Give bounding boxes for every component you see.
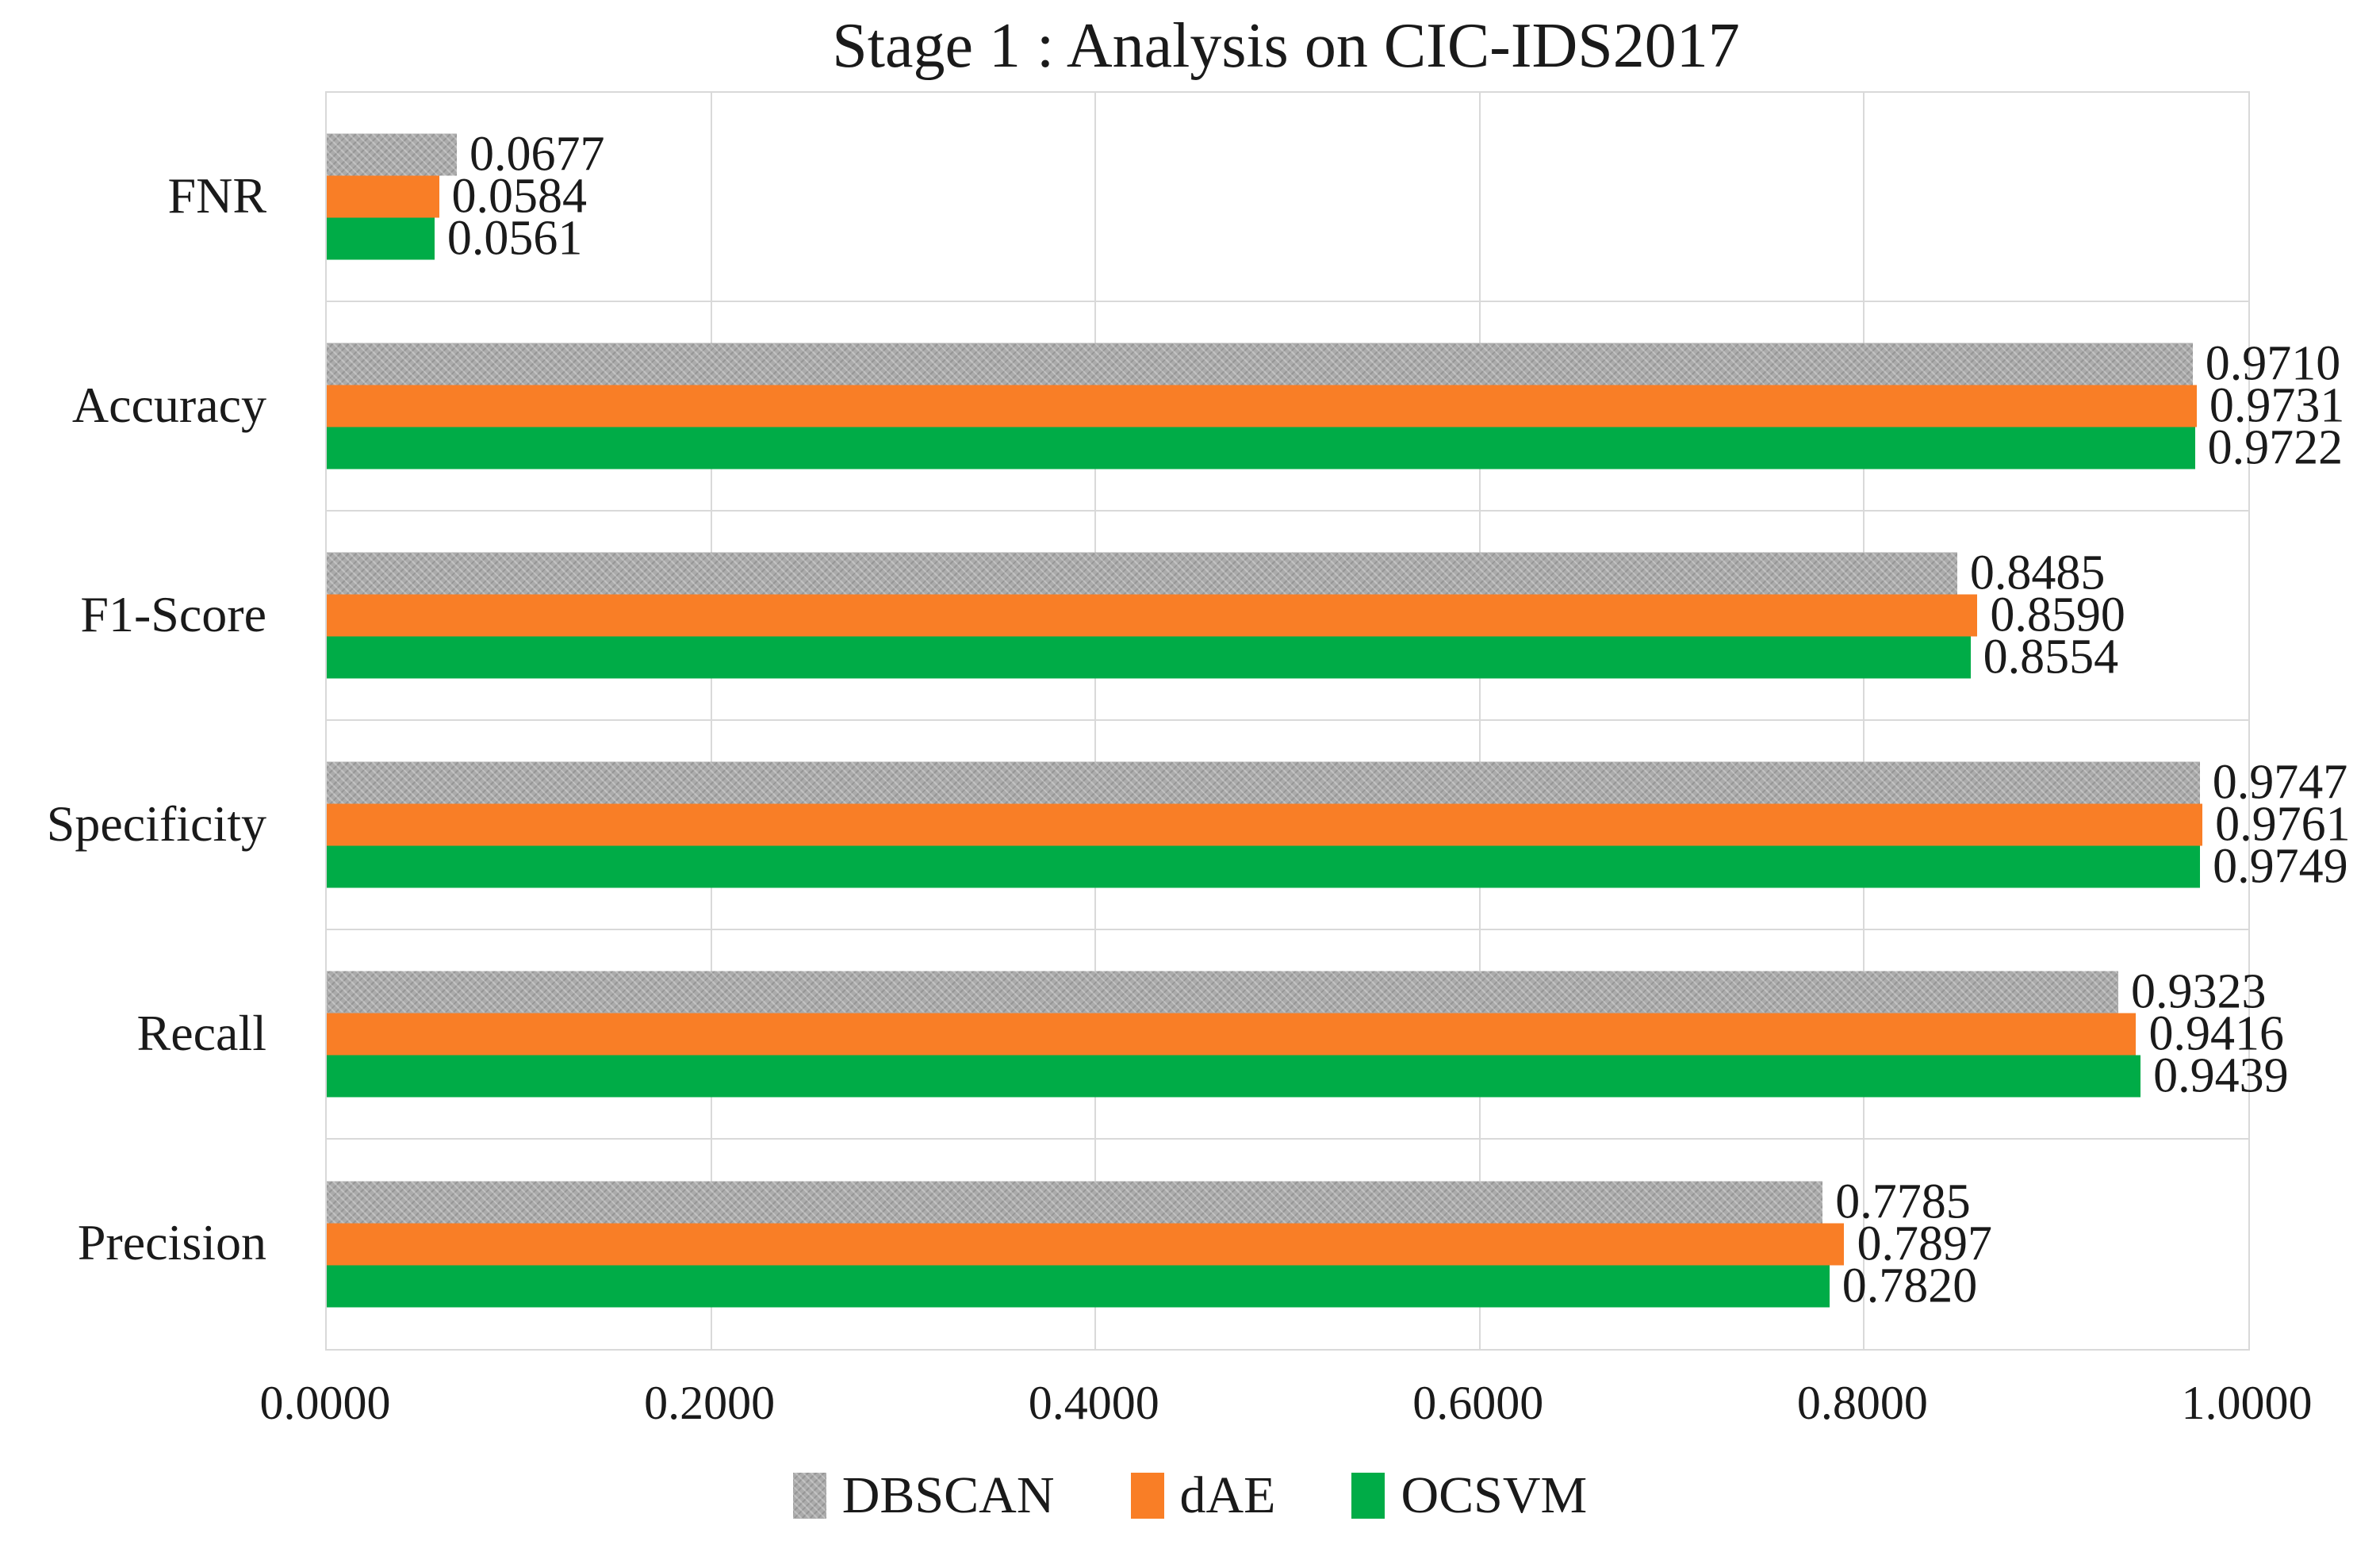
bar-dbscan (327, 1181, 1823, 1224)
bar-ocsvm (327, 1265, 1830, 1308)
bar-row: 0.0584 (327, 169, 2248, 224)
data-label: 0.8590 (1990, 588, 2125, 642)
legend: DBSCAN dAE OCSVM (0, 1466, 2380, 1526)
category-axis: FNR Accuracy F1-Score Specificity Recall Prec… (0, 91, 295, 1347)
data-label: 0.9747 (2212, 755, 2348, 810)
legend-swatch (1130, 1473, 1164, 1519)
bar-dae (327, 175, 439, 218)
bar-group: 0.0677 0.0584 0.0561 (327, 127, 2248, 266)
bar-dbscan (327, 133, 458, 176)
bar-row: 0.9731 (327, 381, 2344, 431)
bar-group: 0.9710 0.9731 0.9722 (327, 339, 2344, 473)
data-label: 0.7785 (1835, 1175, 1971, 1229)
x-tick-label: 1.0000 (2181, 1377, 2313, 1429)
category-label: Precision (77, 1214, 266, 1270)
bar-row: 0.8485 (327, 546, 2248, 600)
category-bands: 0.0677 0.0584 0.0561 0.9710 0.9731 0.9722 0.84… (327, 93, 2351, 1349)
legend-item: OCSVM (1351, 1466, 1587, 1526)
x-tick-label: 0.2000 (644, 1377, 776, 1429)
data-label: 0.9416 (2148, 1006, 2284, 1061)
data-label: 0.9722 (2207, 420, 2344, 475)
legend-label: dAE (1179, 1466, 1276, 1524)
legend-label: DBSCAN (841, 1466, 1055, 1524)
bar-row: 0.9761 (327, 800, 2351, 849)
category-band: 0.7785 0.7897 0.7820 (327, 1140, 2248, 1349)
bar-group: 0.8485 0.8590 0.8554 (327, 546, 2248, 684)
x-tick-label: 0.8000 (1796, 1377, 1928, 1429)
bar-dbscan (327, 971, 2118, 1014)
data-label: 0.7897 (1857, 1217, 1992, 1271)
data-label: 0.9439 (2153, 1048, 2289, 1103)
bar-row: 0.7785 (327, 1175, 2248, 1229)
category-label: Accuracy (71, 377, 266, 433)
gridline-vertical (1863, 93, 1865, 1349)
data-label: 0.9749 (2213, 839, 2348, 894)
category-band: 0.8485 0.8590 0.8554 (327, 512, 2248, 721)
legend-item: dAE (1130, 1466, 1276, 1526)
category-band: 0.0677 0.0584 0.0561 (327, 93, 2248, 302)
legend-swatch (1351, 1473, 1385, 1519)
data-label: 0.9731 (2209, 378, 2345, 433)
bar-dbscan (327, 761, 2200, 804)
bar-dbscan (327, 343, 2193, 385)
chart-title: Stage 1 : Analysis on CIC-IDS2017 (832, 11, 1740, 81)
bar-row: 0.9439 (327, 1052, 2289, 1101)
category-label: Recall (136, 1005, 266, 1061)
bar-row: 0.9747 (327, 758, 2347, 807)
data-label: 0.0584 (451, 169, 588, 224)
plot-area: 0.0677 0.0584 0.0561 0.9710 0.9731 0.9722 0.84… (325, 91, 2351, 1351)
category-label: FNR (167, 167, 267, 224)
data-label: 0.0677 (469, 127, 605, 182)
bar-row: 0.7897 (327, 1217, 2248, 1271)
bar-group: 0.9323 0.9416 0.9439 (327, 968, 2289, 1101)
data-label: 0.8485 (1969, 546, 2106, 600)
bar-group: 0.7785 0.7897 0.7820 (327, 1175, 2248, 1313)
legend-item: DBSCAN (792, 1466, 1055, 1526)
bar-row: 0.7820 (327, 1259, 2248, 1313)
data-label: 0.0561 (446, 211, 583, 266)
bar-dae (327, 1013, 2137, 1056)
x-tick-label: 0.0000 (259, 1377, 391, 1429)
bar-dae (327, 803, 2203, 846)
bar-row: 0.9710 (327, 339, 2340, 389)
value-axis: 0.0000 0.2000 0.4000 0.6000 0.8000 1.0000 (260, 1376, 2313, 1439)
bar-dbscan (327, 552, 1957, 595)
bar-row: 0.9323 (327, 968, 2266, 1017)
bar-row: 0.9749 (327, 842, 2348, 891)
gridline-vertical (1478, 93, 1481, 1349)
data-label: 0.8554 (1983, 630, 2119, 684)
gridline-vertical (710, 93, 712, 1349)
data-label: 0.7820 (1842, 1259, 1978, 1313)
legend-swatch (792, 1473, 826, 1519)
bar-row: 0.9722 (327, 423, 2343, 473)
data-label: 0.9710 (2205, 336, 2341, 391)
category-band: 0.9747 0.9761 0.9749 (327, 721, 2351, 930)
bar-dae (327, 1223, 1845, 1266)
bar-dae (327, 594, 1978, 637)
bar-ocsvm (327, 427, 2195, 469)
bar-ocsvm (327, 845, 2201, 888)
bar-row: 0.0677 (327, 127, 2248, 182)
bar-row: 0.8590 (327, 588, 2248, 642)
bar-ocsvm (327, 217, 435, 260)
category-label: F1-Score (80, 586, 266, 642)
data-label: 0.9323 (2130, 964, 2267, 1019)
bar-ocsvm (327, 1055, 2141, 1098)
category-label: Specificity (46, 795, 266, 852)
legend-label: OCSVM (1401, 1466, 1588, 1524)
bar-row: 0.9416 (327, 1010, 2284, 1059)
bar-dae (327, 385, 2197, 427)
category-band: 0.9710 0.9731 0.9722 (327, 302, 2344, 512)
x-tick-label: 0.6000 (1412, 1377, 1544, 1429)
category-band: 0.9323 0.9416 0.9439 (327, 930, 2289, 1140)
bar-row: 0.8554 (327, 630, 2248, 684)
bar-ocsvm (327, 636, 1971, 679)
gridline-vertical (1094, 93, 1097, 1349)
bar-row: 0.0561 (327, 211, 2248, 266)
data-label: 0.9761 (2215, 797, 2351, 852)
x-tick-label: 0.4000 (1028, 1377, 1159, 1429)
bar-group: 0.9747 0.9761 0.9749 (327, 758, 2351, 891)
